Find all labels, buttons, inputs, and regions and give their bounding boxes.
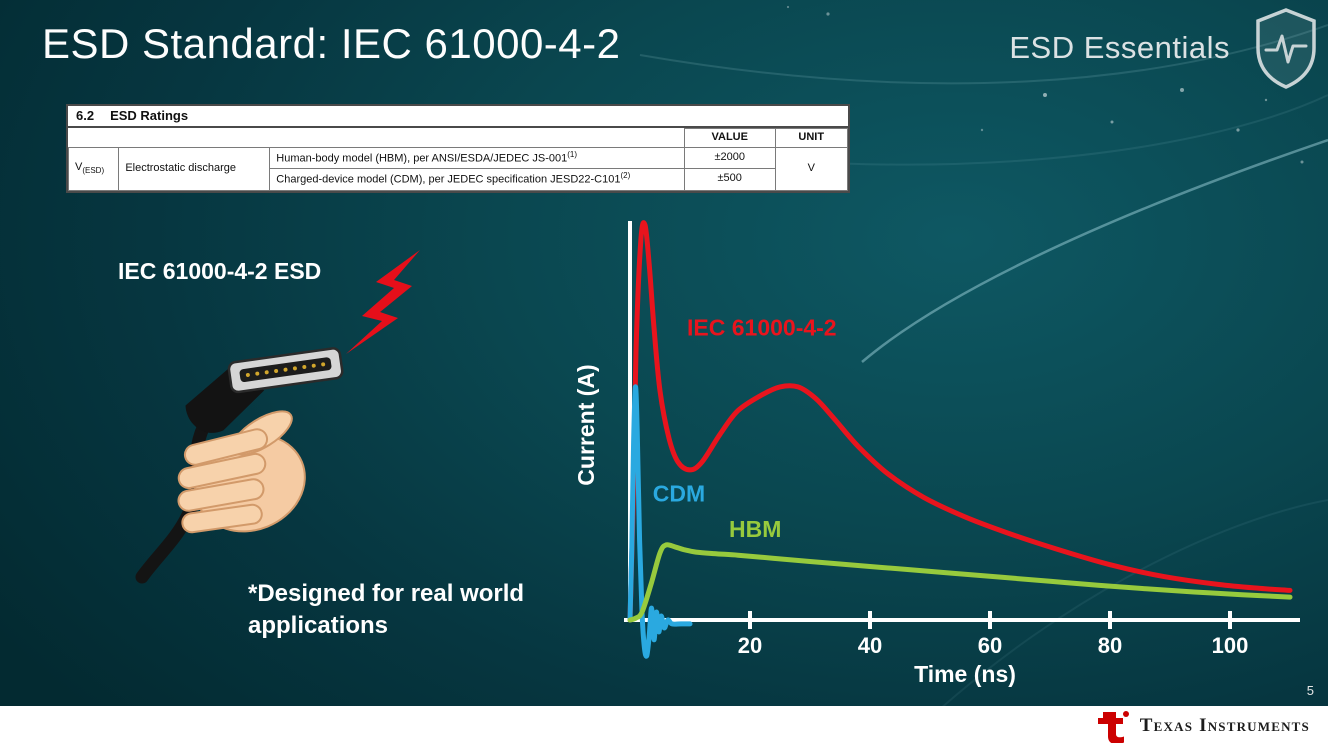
param-name: Electrostatic discharge <box>118 146 271 191</box>
footer-brand-text: Texas Instruments <box>1139 715 1310 736</box>
ti-logo-icon <box>1097 711 1129 743</box>
esd-ratings-table: 6.2 ESD Ratings VALUE UNIT V(ESD) Electro… <box>66 104 850 193</box>
section-title: ESD Ratings <box>110 108 189 123</box>
series-label-CDM: CDM <box>653 481 705 507</box>
x-tick-label: 20 <box>738 633 762 658</box>
table-row: V(ESD) Electrostatic discharge Human-bod… <box>67 146 848 191</box>
series-CDM <box>627 384 693 659</box>
ratings-section-heading: 6.2 ESD Ratings <box>68 106 848 128</box>
x-axis-label: Time (ns) <box>914 661 1016 687</box>
param-symbol: V(ESD) <box>67 146 120 191</box>
table-row: Charged-device model (CDM), per JEDEC sp… <box>69 168 848 191</box>
x-tick-label: 100 <box>1212 633 1249 658</box>
footer-bar: Texas Instruments <box>0 706 1328 746</box>
lightning-bolt-icon <box>346 250 420 354</box>
series-IEC 61000-4-2 <box>627 220 1293 623</box>
shield-heartbeat-icon <box>1256 8 1316 89</box>
cdm-value: ±500 <box>683 168 776 191</box>
hdmi-connector-icon <box>185 347 344 433</box>
hbm-value: ±2000 <box>683 146 776 170</box>
series-label-IEC 61000-4-2: IEC 61000-4-2 <box>687 315 837 341</box>
hbm-description: Human-body model (HBM), per ANSI/ESDA/JE… <box>269 146 685 170</box>
unit-value: V <box>774 146 848 191</box>
x-tick-label: 40 <box>858 633 882 658</box>
hand-holding-hdmi-illustration <box>135 347 344 584</box>
unit-column-header: UNIT <box>774 128 848 148</box>
x-tick-label: 60 <box>978 633 1002 658</box>
slide-title: ESD Standard: IEC 61000-4-2 <box>42 20 621 67</box>
value-column-header: VALUE <box>683 128 776 148</box>
brand-title: ESD Essentials <box>1009 30 1230 65</box>
section-number: 6.2 <box>76 108 95 123</box>
designed-note: *Designed for real world applications <box>248 578 524 643</box>
note-line-2: applications <box>248 612 389 640</box>
table-header-row: VALUE UNIT <box>68 128 848 148</box>
series-HBM <box>627 542 1293 623</box>
cdm-description: Charged-device model (CDM), per JEDEC sp… <box>269 168 685 191</box>
note-line-1: *Designed for real world <box>248 580 525 607</box>
series-label-HBM: HBM <box>729 516 781 542</box>
iec-esd-label: IEC 61000-4-2 ESD <box>118 258 322 284</box>
esd-current-vs-time-chart: 20 40 60 80 100 Time (ns) Current (A) IEC 61000… <box>573 220 1300 687</box>
x-tick-label: 80 <box>1098 633 1122 658</box>
page-number: 5 <box>1306 683 1314 698</box>
y-axis-label: Current (A) <box>573 364 599 485</box>
hand <box>177 410 306 534</box>
